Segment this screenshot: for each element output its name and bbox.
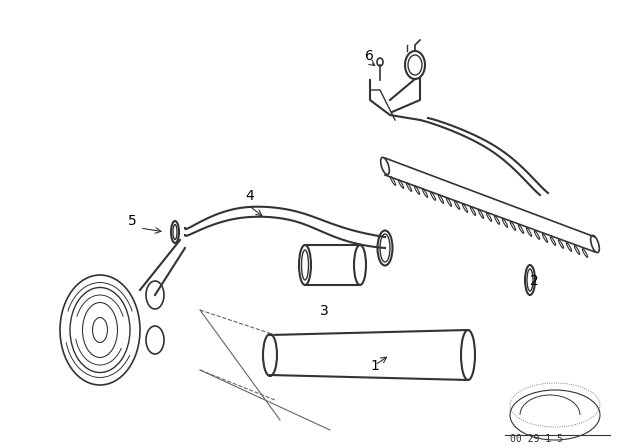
- Text: 00 29 1 5: 00 29 1 5: [510, 434, 563, 444]
- Text: 1: 1: [370, 359, 379, 373]
- Text: 4: 4: [245, 189, 253, 203]
- Ellipse shape: [263, 334, 277, 376]
- Text: 5: 5: [128, 214, 137, 228]
- Text: 3: 3: [320, 304, 329, 318]
- Text: 2: 2: [530, 274, 539, 288]
- Text: 6: 6: [365, 49, 374, 63]
